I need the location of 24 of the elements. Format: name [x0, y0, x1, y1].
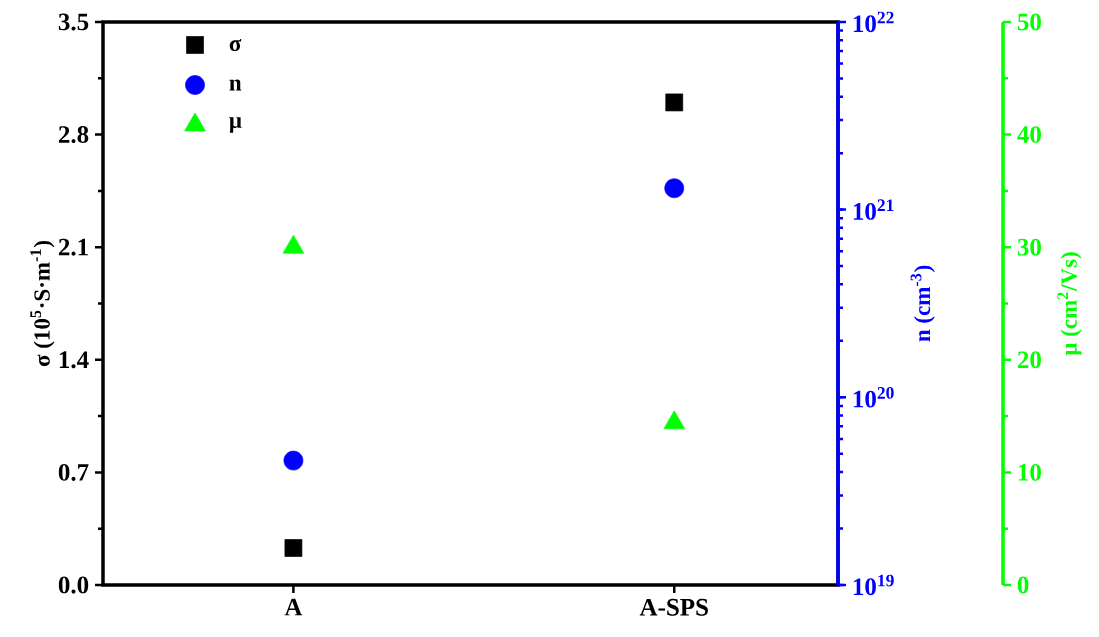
y-tick-label: 2.8	[58, 126, 89, 144]
y3-tick-label: 50	[1017, 13, 1041, 31]
y2-axis-title: n (cm$^{-3}$)	[910, 265, 935, 342]
y2-tick-label: 10$^{21}$	[853, 199, 894, 220]
y2-tick-label: 10$^{20}$	[853, 387, 894, 408]
y3-tick-label: 20	[1017, 351, 1041, 369]
legend-label: n	[229, 79, 242, 91]
y-tick-label: 0.0	[58, 576, 89, 594]
legend-label: μ	[229, 117, 242, 133]
y-tick-label: 3.5	[58, 13, 89, 31]
y3-tick-label: 0	[1017, 576, 1029, 594]
x-tick-label: A-SPS	[639, 598, 708, 616]
y-tick-label: 0.7	[58, 463, 89, 481]
y-axis-title: σ (10$^{5}$·S·m$^{-1}$)	[30, 241, 55, 367]
y-tick-label: 2.1	[58, 238, 88, 256]
y3-tick-label: 10	[1018, 463, 1041, 481]
y3-axis-title: μ (cm$^{2}$/Vs)	[1057, 252, 1082, 356]
y2-tick-label: 10$^{19}$	[853, 574, 894, 596]
y3-tick-label: 30	[1017, 238, 1041, 256]
y-tick-label: 1.4	[59, 351, 89, 369]
x-tick-label: A	[284, 598, 303, 616]
legend-label: σ	[229, 38, 242, 52]
y3-tick-label: 40	[1017, 126, 1041, 144]
y2-tick-label: 10$^{22}$	[853, 11, 894, 33]
